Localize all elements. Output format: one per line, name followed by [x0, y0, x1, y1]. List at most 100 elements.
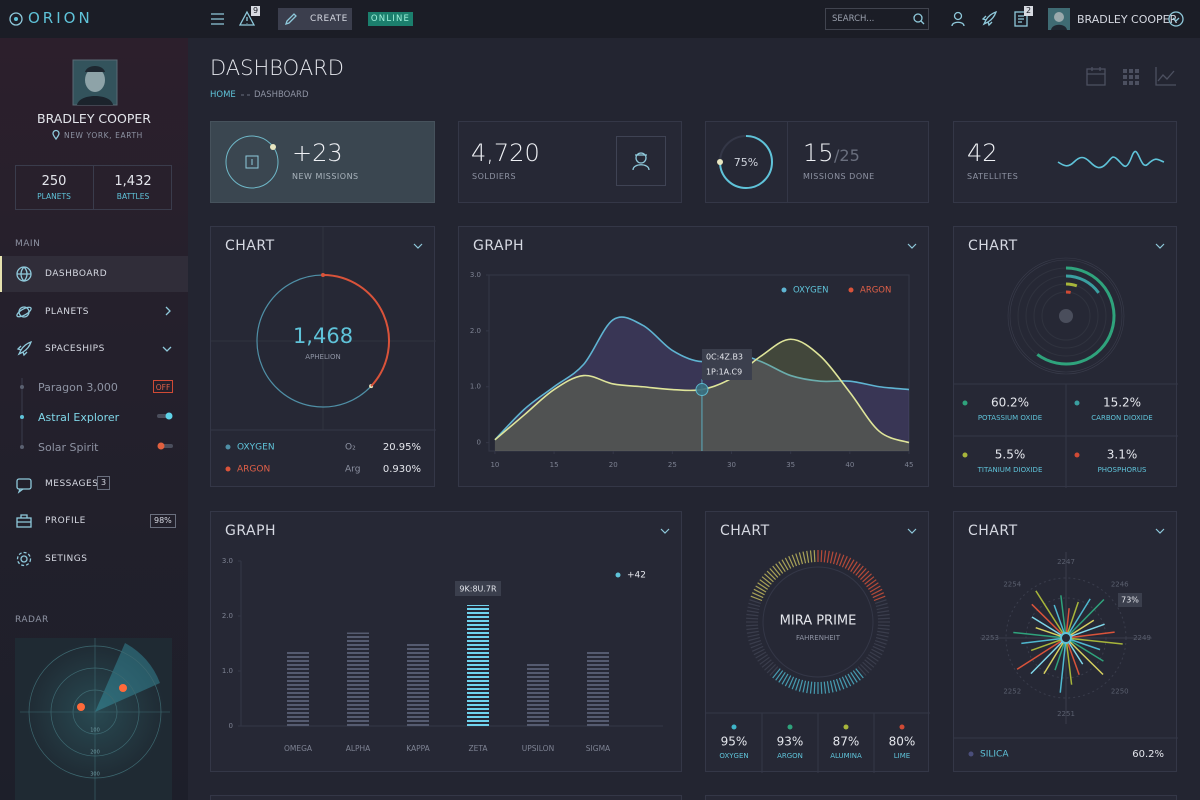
chevron[interactable] — [162, 345, 172, 353]
stat-value: 15 — [803, 139, 834, 167]
legend-name: LIME — [894, 752, 910, 760]
card-title: GRAPH — [473, 238, 525, 254]
gauge-tick — [873, 642, 886, 649]
create-button[interactable] — [278, 8, 352, 30]
card-menu[interactable] — [660, 528, 670, 534]
divider — [93, 165, 94, 210]
radial-spoke — [1021, 637, 1067, 645]
toggle-off[interactable] — [157, 442, 173, 450]
ship-name[interactable]: Solar Spirit — [38, 441, 99, 454]
gauge-tick — [841, 555, 848, 568]
legend-name: ALUMINA — [830, 752, 862, 760]
ship-name[interactable]: Paragon 3,000 — [38, 381, 118, 394]
gauge-tick — [844, 557, 852, 569]
nav-label[interactable]: SPACESHIPS — [45, 344, 105, 354]
nav-label[interactable]: PLANETS — [45, 307, 89, 317]
gauge-label: 75% — [734, 156, 758, 169]
chart-card — [705, 795, 1177, 800]
pin-icon — [52, 129, 60, 141]
chevron[interactable] — [164, 306, 172, 316]
gauge-tick — [788, 676, 795, 689]
stat-card — [705, 121, 929, 203]
user-avatar[interactable] — [1048, 8, 1070, 30]
menu-section: MAIN — [15, 239, 41, 249]
gauge-tick — [749, 639, 762, 645]
search-box[interactable] — [825, 8, 929, 30]
radial-spoke — [1060, 595, 1067, 639]
nav-label[interactable]: DASHBOARD — [45, 269, 108, 279]
divider — [954, 383, 1178, 488]
alert-icon[interactable] — [238, 10, 256, 26]
gauge-tick — [748, 602, 761, 608]
gauge-tick — [860, 664, 870, 674]
nav-label[interactable]: MESSAGES — [45, 479, 99, 489]
user-name[interactable]: BRADLEY COOPER — [1077, 13, 1178, 26]
x-tick-label: UPSILON — [522, 744, 554, 753]
gauge-chart: MIRA PRIME FAHRENHEIT 95% OXYGEN 93% ARGON 87%… — [706, 528, 930, 773]
legend-dot — [962, 400, 968, 406]
gauge-tick — [759, 579, 770, 588]
gauge-tick — [746, 624, 759, 627]
gauge-tick — [855, 668, 864, 679]
nav-label[interactable]: PROFILE — [45, 516, 86, 526]
axis-label: 2251 — [1057, 710, 1075, 718]
user-icon[interactable] — [951, 11, 965, 27]
nav-badge: 98% — [150, 514, 176, 528]
stat-label: SATELLITES — [967, 172, 1019, 181]
y-tick-label: 0 — [477, 439, 481, 447]
radial-spoke — [1065, 601, 1079, 639]
legend-dot — [1074, 400, 1080, 406]
user-menu[interactable] — [1168, 11, 1184, 27]
logo-icon — [9, 12, 23, 26]
bar-chart: 0 1.0 2.0 3.0 OMEGA ALPHA KAPPA ZETA 9K:8U.7R UPS… — [222, 528, 670, 753]
radial-spoke — [1013, 631, 1067, 639]
legend-value: 15.2% — [1103, 396, 1141, 410]
gauge-tick — [813, 681, 816, 694]
area-chart: 0 1.0 2.0 3.0 10 15 20 25 30 35 40 45 OXYGEN ARGON 0C:… — [470, 243, 917, 469]
gauge-tick — [746, 617, 759, 620]
satellite-wave — [1057, 150, 1165, 169]
gauge-tick — [772, 668, 781, 679]
gauge-tick — [747, 633, 760, 638]
legend-name: POTASSIUM OXIDE — [978, 414, 1042, 422]
card-menu[interactable] — [413, 243, 423, 249]
rocket-icon[interactable] — [981, 10, 998, 27]
legend-value: 80% — [889, 735, 916, 749]
gauge-tick — [769, 666, 779, 676]
card-menu[interactable] — [907, 528, 917, 534]
breadcrumb-link[interactable]: HOME — [210, 90, 236, 100]
nav-label[interactable]: SETINGS — [45, 554, 88, 564]
view-icons[interactable] — [1086, 67, 1176, 87]
toggle-on[interactable] — [157, 412, 173, 420]
gauge-tick — [753, 588, 765, 596]
y-tick-label: 3.0 — [470, 271, 481, 279]
card-menu[interactable] — [1155, 243, 1165, 249]
legend-dot — [899, 724, 905, 730]
profile-name: BRADLEY COOPER — [37, 111, 151, 126]
gauge-tick — [826, 681, 830, 694]
gauge-tick — [877, 610, 890, 614]
radial-spoke — [1065, 623, 1105, 639]
gauge-tick — [826, 550, 830, 563]
tooltip-text: 9K:8U.7R — [459, 585, 497, 594]
legend-dot — [848, 287, 854, 293]
card-menu[interactable] — [1155, 528, 1165, 534]
gauge-inner — [762, 566, 874, 678]
gauge-tick — [755, 585, 767, 593]
gauge-tick — [874, 639, 887, 645]
radar-ring-label: 200 — [90, 750, 100, 756]
menu-icon[interactable] — [211, 13, 225, 25]
radial-spoke — [1031, 603, 1067, 639]
gauge-tick — [778, 671, 786, 683]
legend-formula: Arg — [345, 465, 360, 475]
notes-icon[interactable] — [1014, 11, 1028, 27]
legend-dot — [781, 287, 787, 293]
ring-guide — [1007, 257, 1125, 375]
gauge-tick — [869, 585, 881, 593]
card-menu[interactable] — [907, 243, 917, 249]
bar — [407, 643, 429, 726]
logo[interactable]: ORION — [28, 9, 93, 27]
ship-name[interactable]: Astral Explorer — [38, 411, 120, 424]
bar — [467, 605, 489, 726]
topbar — [0, 0, 1200, 38]
